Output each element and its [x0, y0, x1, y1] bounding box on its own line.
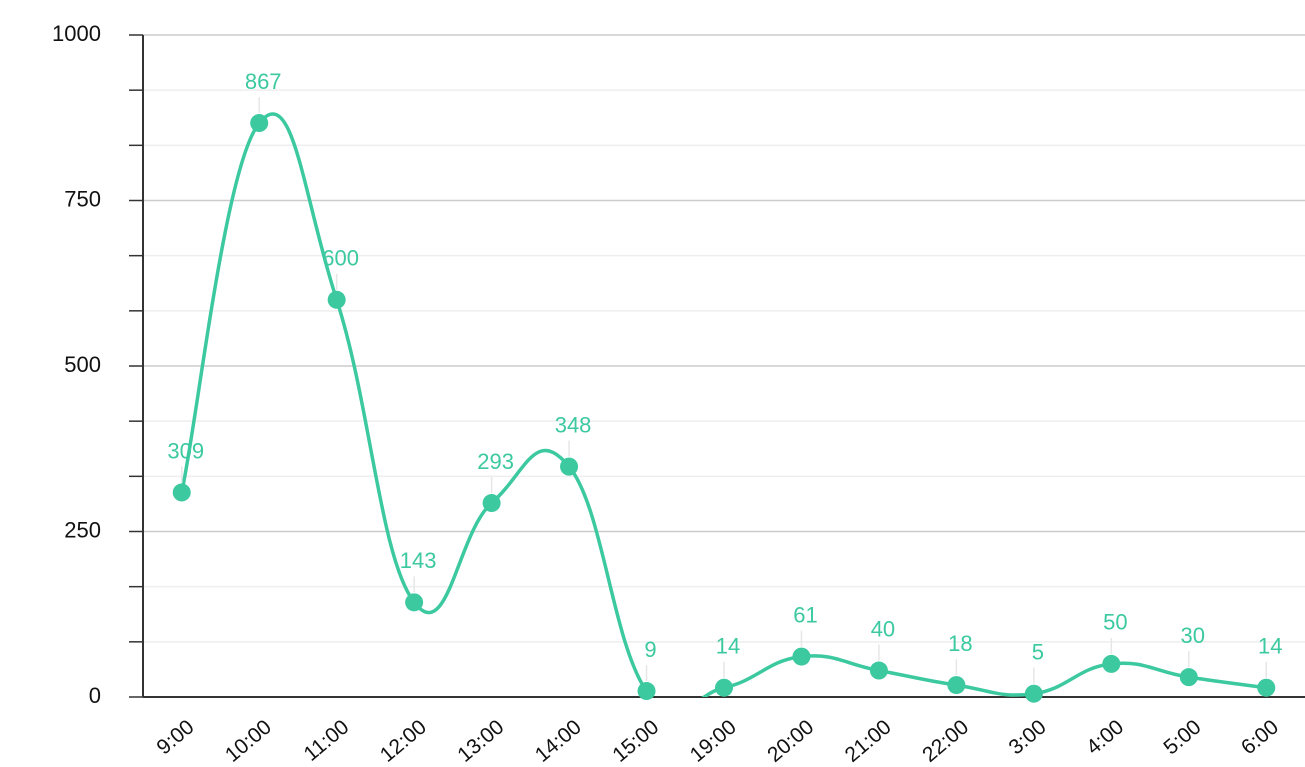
x-tick-label: 14:00: [531, 715, 586, 766]
data-label: 5: [1032, 640, 1044, 665]
data-label: 9: [644, 637, 656, 662]
data-label: 18: [948, 631, 972, 656]
point: [560, 457, 579, 476]
y-tick-label: 1000: [52, 21, 101, 46]
x-tick-label: 15:00: [608, 715, 663, 766]
data-label: 348: [555, 412, 592, 437]
point: [1102, 654, 1121, 673]
data-label: 143: [400, 548, 437, 573]
point: [792, 647, 811, 666]
point: [1024, 684, 1043, 703]
x-tick-label: 20:00: [763, 715, 818, 766]
x-tick-label: 3:00: [1005, 715, 1051, 759]
point: [869, 661, 888, 680]
x-tick-label: 19:00: [686, 715, 741, 766]
data-label: 30: [1181, 623, 1205, 648]
point: [250, 114, 269, 133]
point: [327, 290, 346, 309]
point: [482, 494, 501, 513]
data-label: 14: [716, 634, 740, 659]
point: [405, 593, 424, 612]
x-tick-label: 22:00: [918, 715, 973, 766]
y-tick-label: 250: [64, 517, 101, 542]
x-tick-label: 11:00: [300, 715, 354, 765]
point: [1179, 668, 1198, 687]
data-label: 14: [1258, 634, 1282, 659]
point: [637, 682, 656, 701]
x-tick-label: 6:00: [1237, 715, 1283, 759]
x-tick-label: 5:00: [1159, 715, 1205, 759]
x-tick-label: 21:00: [841, 715, 896, 766]
x-tick-label: 12:00: [376, 715, 431, 766]
y-tick-label: 500: [64, 352, 101, 377]
x-tick-label: 13:00: [453, 715, 508, 766]
data-label: 867: [245, 69, 282, 94]
point: [1257, 678, 1276, 697]
y-tick-label: 750: [64, 186, 101, 211]
data-label: 600: [322, 246, 359, 271]
data-label: 293: [477, 449, 514, 474]
x-tick-label: 4:00: [1082, 715, 1128, 759]
x-tick-label: 10:00: [221, 715, 276, 766]
y-tick-label: 0: [89, 683, 101, 708]
x-tick-label: 9:00: [152, 715, 198, 759]
data-label: 61: [793, 602, 817, 627]
data-label: 309: [167, 438, 204, 463]
point: [947, 676, 966, 695]
data-label: 40: [871, 616, 895, 641]
point: [172, 483, 191, 502]
point: [715, 678, 733, 697]
data-label: 50: [1103, 610, 1127, 635]
